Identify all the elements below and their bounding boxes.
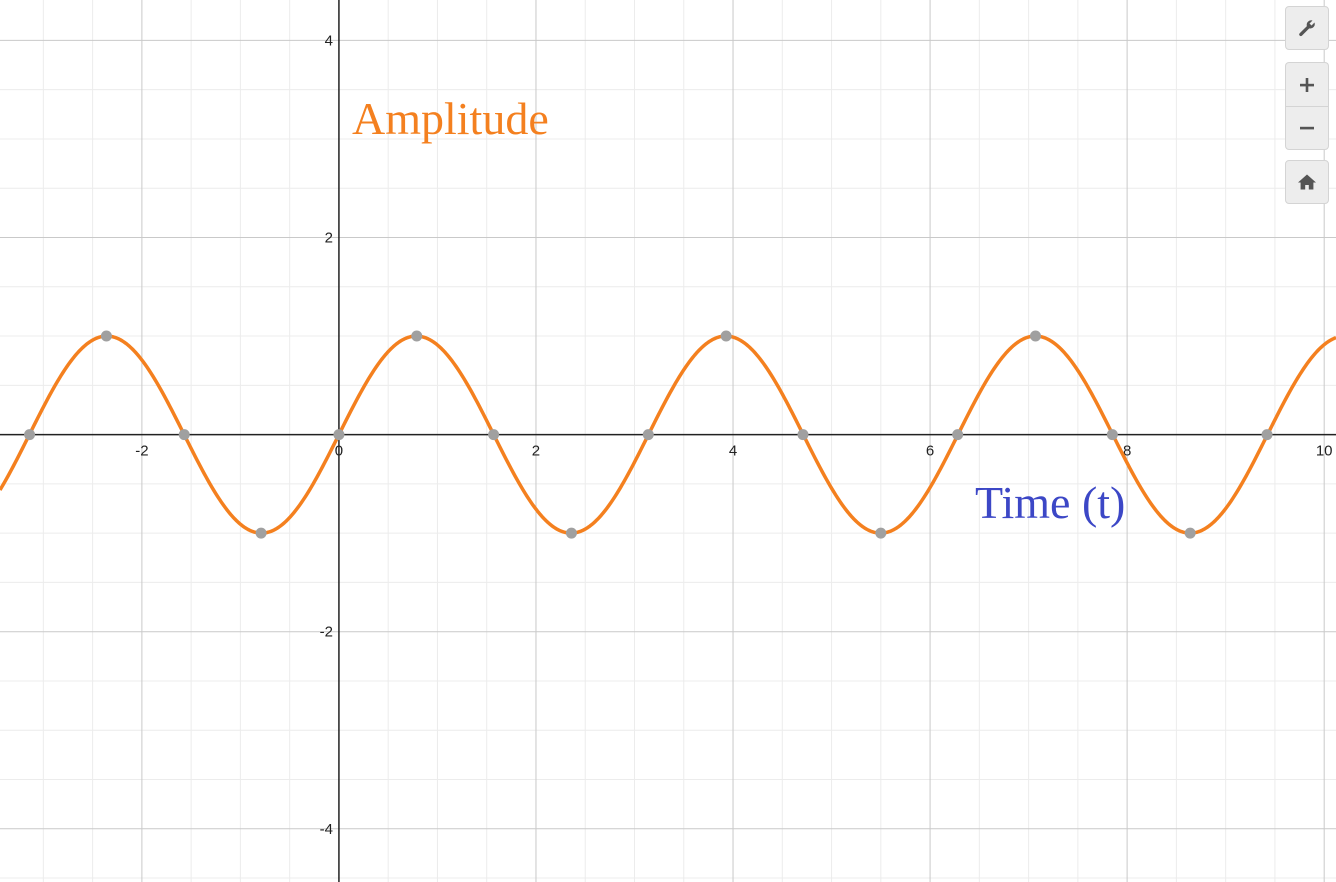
y-tick-label: -2 — [320, 624, 333, 641]
marked-point — [875, 527, 887, 539]
marked-point — [797, 429, 809, 441]
marked-point — [100, 330, 112, 342]
marked-point — [1106, 429, 1118, 441]
marked-point — [1184, 527, 1196, 539]
settings-button[interactable] — [1285, 6, 1329, 50]
time-label: Time (t) — [975, 477, 1125, 528]
marked-point — [952, 429, 964, 441]
home-icon — [1298, 174, 1316, 190]
marked-point — [333, 429, 345, 441]
x-tick-label: 2 — [532, 443, 540, 460]
marked-point — [1029, 330, 1041, 342]
amplitude-label: Amplitude — [352, 93, 549, 144]
x-tick-label: -2 — [135, 443, 148, 460]
marked-point — [411, 330, 423, 342]
marked-point — [1261, 429, 1273, 441]
x-tick-label: 10 — [1316, 443, 1333, 460]
y-tick-label: 2 — [325, 229, 333, 246]
marked-point — [24, 429, 36, 441]
marked-point — [178, 429, 190, 441]
marked-points — [24, 330, 1273, 539]
y-tick-label: 4 — [325, 32, 333, 49]
zoom-in-button[interactable] — [1285, 62, 1329, 106]
zoom-out-button[interactable] — [1285, 106, 1329, 150]
x-tick-label: 4 — [729, 443, 737, 460]
home-button[interactable] — [1285, 160, 1329, 204]
wrench-icon — [1299, 20, 1315, 37]
marked-point — [565, 527, 577, 539]
x-tick-label: 0 — [335, 443, 343, 460]
marked-point — [720, 330, 732, 342]
x-tick-label: 8 — [1123, 443, 1131, 460]
plus-icon — [1300, 77, 1314, 92]
marked-point — [488, 429, 500, 441]
x-tick-label: 6 — [926, 443, 934, 460]
marked-point — [255, 527, 267, 539]
marked-point — [642, 429, 654, 441]
tick-labels: -2 0 2 4 6 8 10 -4 -2 2 4 — [135, 32, 1332, 837]
graph-toolbar — [1285, 6, 1329, 204]
y-tick-label: -4 — [320, 821, 333, 838]
minus-icon — [1300, 126, 1314, 130]
